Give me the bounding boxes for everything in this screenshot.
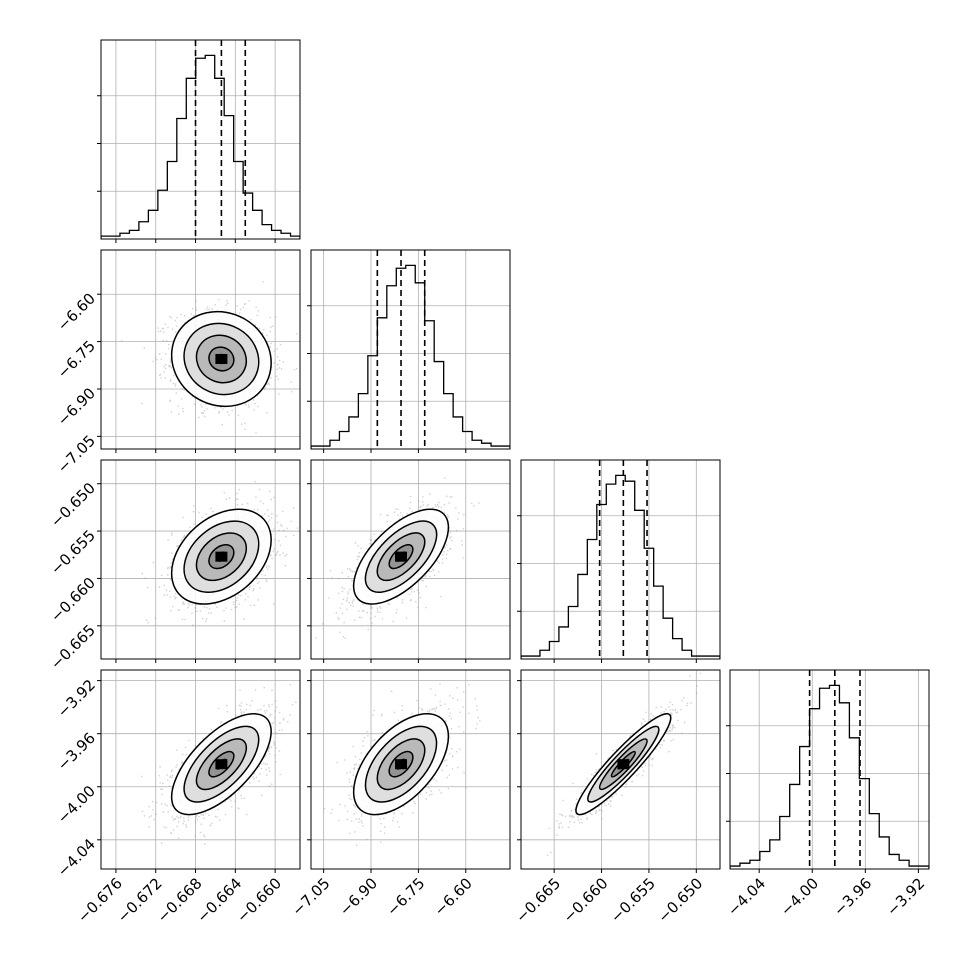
x-tick-label: −3.92 [883,874,928,919]
y-tick-label: −0.665 [47,621,99,673]
density-peak-bin [617,759,630,770]
panel-1-0 [97,249,301,453]
scatter-points [141,684,297,845]
histogram-step [311,264,510,449]
panel-0-0 [97,39,301,243]
panel-frame [729,669,930,870]
panel-frame [310,669,511,870]
y-tick-label: −0.655 [47,526,99,578]
y-tick-label: −3.96 [54,729,99,774]
histogram-step [730,684,929,869]
panel-3-0 [97,669,301,873]
x-tick-label: −7.05 [288,874,333,919]
y-tick-label: −6.75 [54,337,99,382]
x-tick-label: −6.90 [336,874,381,919]
y-tick-label: −4.00 [54,782,99,827]
panel-2-2 [517,459,721,663]
panel-frame [100,459,301,660]
y-tick-label: −6.60 [54,290,99,335]
panel-frame [520,669,721,870]
panel-frame [100,39,301,240]
density-peak-bin [395,551,408,562]
density-peak-bin [215,353,228,364]
y-tick-label: −4.04 [54,835,99,880]
y-tick-label: −7.05 [54,432,99,477]
panel-3-3 [726,669,930,873]
x-tick-label: −0.660 [233,874,285,926]
density-peak-bin [215,759,228,770]
panel-2-0 [97,459,301,663]
panel-frame [310,459,511,660]
y-tick-label: −3.92 [54,676,99,721]
x-tick-label: −6.75 [383,874,428,919]
panel-frame [520,459,721,660]
panel-2-1 [307,459,511,663]
density-peak-bin [395,759,408,770]
histogram-step [521,474,720,659]
x-tick-label: −0.660 [560,874,612,926]
y-tick-label: −0.660 [47,574,99,626]
x-tick-label: −0.650 [654,874,706,926]
x-tick-label: −3.96 [830,874,875,919]
panel-frame [310,249,511,450]
y-tick-label: −0.650 [47,479,99,531]
panel-1-1 [307,249,511,453]
panel-3-1 [307,669,511,873]
x-tick-label: −4.04 [724,874,769,919]
panel-frame [100,249,301,450]
x-tick-label: −0.665 [512,874,564,926]
y-tick-label: −6.90 [54,384,99,429]
x-tick-label: −6.60 [431,874,476,919]
panel-frame [100,669,301,870]
histogram-step [101,54,300,239]
density-peak-bin [215,551,228,562]
x-tick-label: −4.00 [777,874,822,919]
panel-3-2 [517,669,721,873]
x-tick-label: −0.655 [607,874,659,926]
